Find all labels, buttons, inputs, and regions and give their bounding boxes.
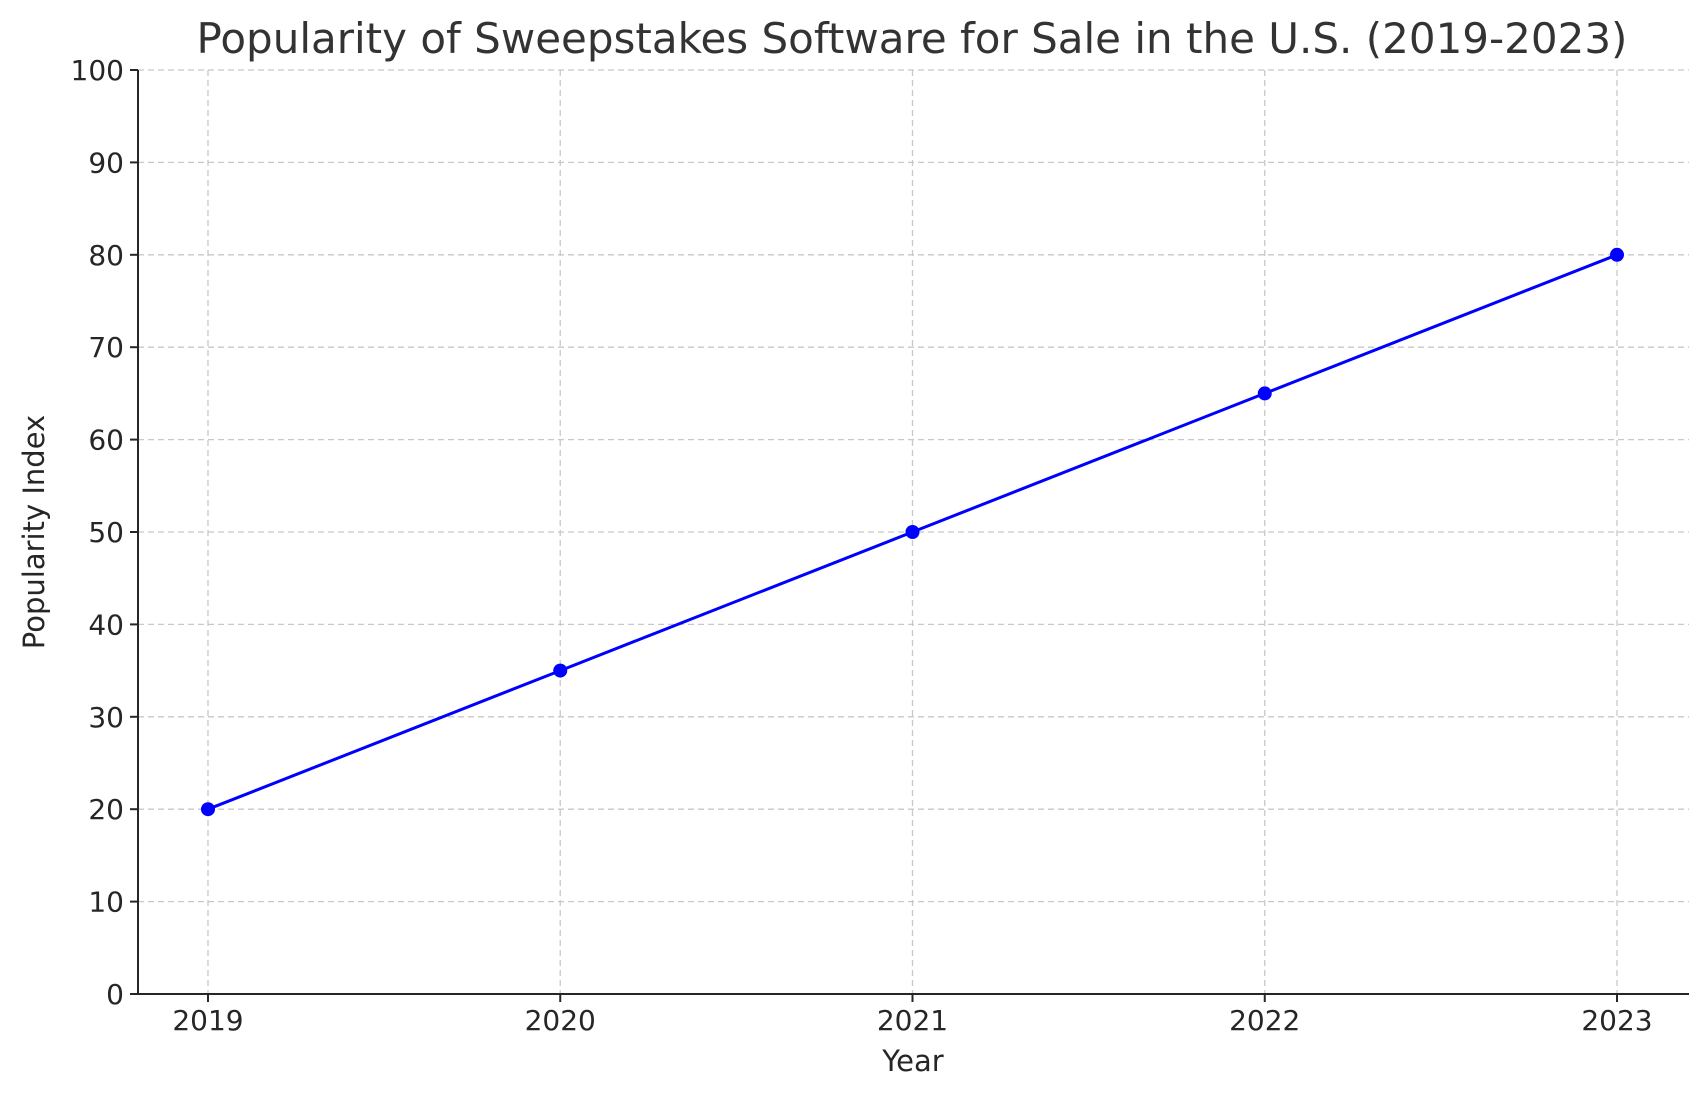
- y-tick-label: 0: [106, 978, 124, 1011]
- y-tick-label: 10: [88, 886, 124, 919]
- x-axis-label: Year: [881, 1044, 943, 1078]
- data-point: [553, 663, 568, 678]
- x-tick-label: 2022: [1229, 1004, 1300, 1037]
- y-tick-label: 50: [88, 516, 124, 549]
- data-point: [201, 802, 215, 817]
- data-point: [1610, 247, 1624, 262]
- y-tick-label: 80: [88, 239, 124, 272]
- y-tick-label: 30: [88, 701, 124, 734]
- y-axis-label: Popularity Index: [17, 415, 51, 649]
- y-tick-label: 40: [88, 608, 124, 641]
- x-tick-label: 2019: [172, 1004, 243, 1037]
- ticks: 0 10 20 30 40 50 60 70 80 90 100 2019 2020 2021 2022 20…: [71, 54, 1653, 1037]
- grid: [138, 69, 1689, 995]
- y-tick-label: 20: [88, 793, 124, 826]
- y-tick-label: 60: [88, 424, 124, 457]
- series: [201, 247, 1624, 817]
- y-tick-label: 90: [88, 146, 124, 179]
- data-point: [1257, 386, 1272, 401]
- x-tick-label: 2020: [525, 1004, 596, 1037]
- y-tick-label: 70: [88, 331, 124, 364]
- chart-title: Popularity of Sweepstakes Software for S…: [197, 14, 1628, 63]
- y-tick-label: 100: [71, 54, 124, 87]
- x-tick-label: 2021: [877, 1004, 948, 1037]
- x-tick-label: 2023: [1581, 1004, 1652, 1037]
- data-point: [905, 525, 920, 539]
